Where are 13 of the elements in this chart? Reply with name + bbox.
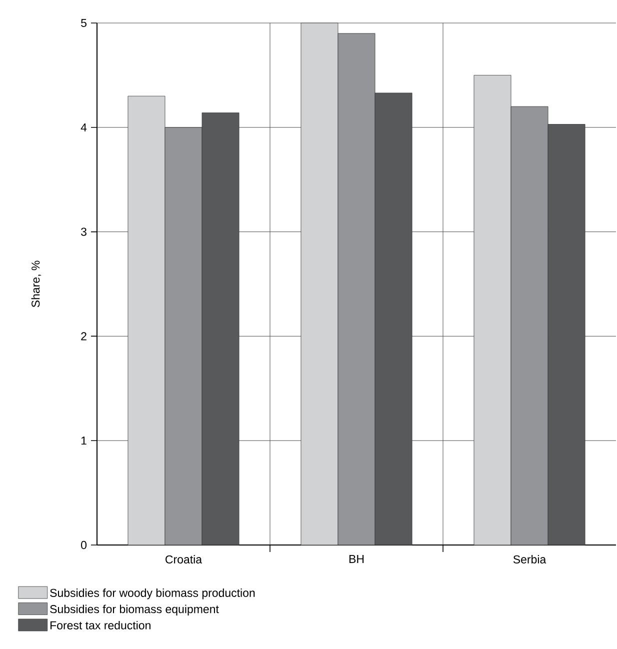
y-tick-label: 5 — [81, 18, 86, 28]
x-tick-label: Croatia — [166, 555, 202, 564]
legend-label: Subsidies for woody biomass production — [50, 588, 255, 600]
y-tick-label: 0 — [81, 540, 87, 550]
y-tick-label: 3 — [81, 228, 86, 236]
legend-label: Subsidies for biomass equipment — [50, 604, 219, 616]
legend-label: Forest tax reduction — [50, 620, 150, 630]
y-axis-title: Share, % — [31, 260, 42, 308]
x-tick-label: BH — [349, 555, 364, 563]
y-tick-label: 4 — [80, 123, 87, 132]
x-tick-label: Serbia — [513, 555, 546, 564]
y-tick-label: 1 — [81, 436, 86, 445]
y-tick-label: 2 — [81, 332, 86, 340]
